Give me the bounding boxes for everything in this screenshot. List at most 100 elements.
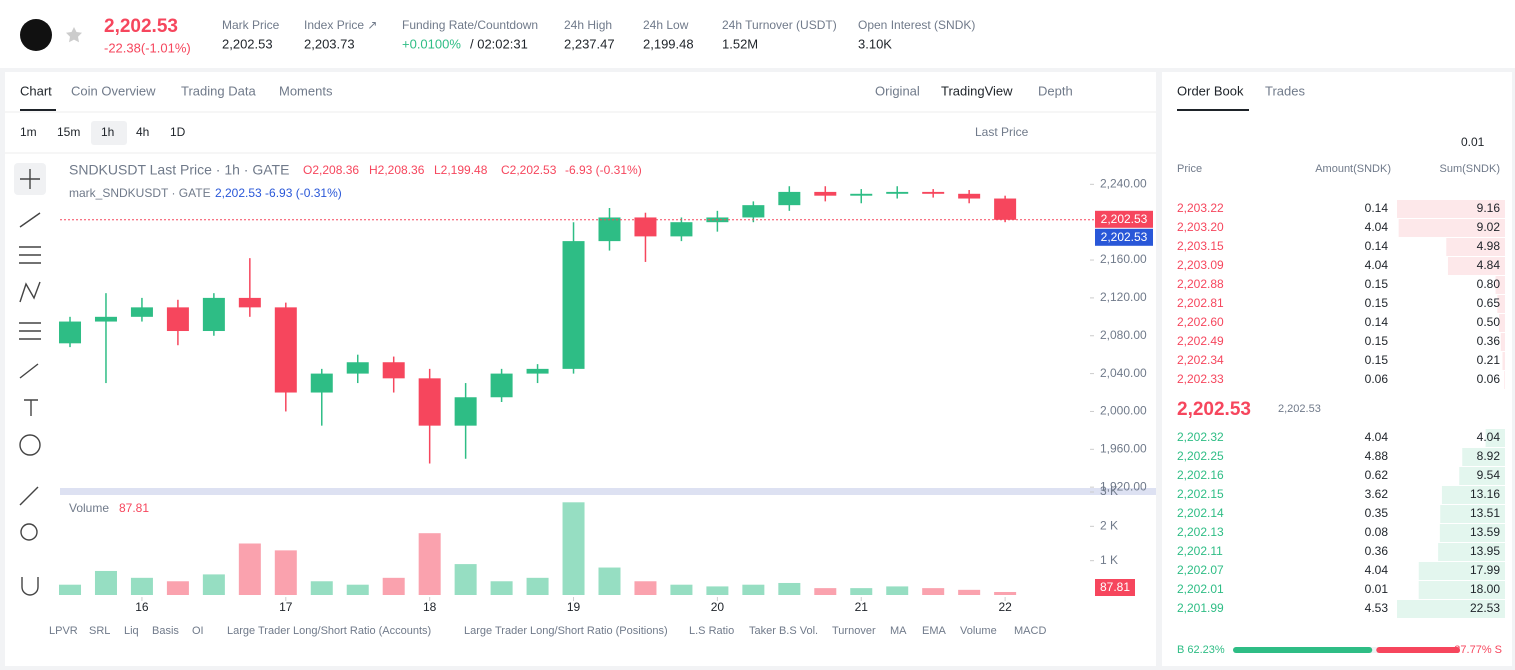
volume-tick-label: 3 K (1100, 484, 1118, 498)
book-amount: 4.04 (1365, 563, 1389, 577)
indicator[interactable]: Turnover (832, 625, 876, 637)
depth-bar (1439, 524, 1505, 542)
y-tick-label: 2,040.00 (1100, 366, 1147, 380)
candle-body (562, 241, 585, 369)
indicator[interactable]: MACD (1014, 625, 1046, 637)
book-sum: 13.95 (1470, 544, 1500, 558)
book-price: 2,202.33 (1177, 372, 1224, 386)
book-sum: 22.53 (1470, 601, 1500, 615)
depth-bar (1462, 448, 1505, 466)
mark-price-tag (1095, 228, 1153, 246)
volume-bar (202, 574, 225, 595)
book-sum: 13.51 (1470, 506, 1500, 520)
volume-bar (382, 577, 405, 595)
favorite[interactable] (66, 27, 82, 43)
col-header: Sum(SNDK) (1439, 163, 1500, 175)
chart-tab[interactable]: Moments (279, 83, 333, 98)
stat-value: +0.0100% (402, 36, 461, 51)
interval[interactable]: 4h (136, 125, 149, 139)
book-amount: 0.06 (1365, 372, 1389, 386)
depth-bar (1418, 562, 1505, 580)
price-type[interactable]: Last Price (975, 125, 1029, 139)
book-amount: 4.04 (1365, 258, 1389, 272)
book-amount: 0.15 (1365, 277, 1389, 291)
volume-tag (1095, 579, 1135, 596)
stat-value: 2,203.73 (304, 36, 355, 51)
tick-size[interactable]: 0.01 (1461, 135, 1485, 149)
interval[interactable]: 1h (101, 125, 114, 139)
chart-tab[interactable]: Trading Data (181, 83, 256, 98)
book-sum: 0.80 (1477, 277, 1501, 291)
volume-bar (418, 533, 441, 595)
book-price: 2,201.99 (1177, 601, 1224, 615)
indicator[interactable]: EMA (922, 625, 947, 637)
book-price: 2,203.20 (1177, 220, 1224, 234)
book-price: 2,202.15 (1177, 487, 1224, 501)
book-amount: 4.53 (1365, 601, 1389, 615)
top-bar (0, 0, 1515, 68)
indicator[interactable]: L.S Ratio (689, 625, 734, 637)
price-change: -22.38(-1.01%) (104, 40, 191, 55)
interval[interactable]: 1m (20, 125, 37, 139)
candle-body (598, 217, 621, 242)
indicator[interactable]: Liq (124, 625, 139, 637)
y-tick-label: 2,080.00 (1100, 328, 1147, 342)
last-price-tag (1095, 210, 1153, 228)
book-amount: 4.04 (1365, 430, 1389, 444)
stat-label: 24h High (564, 18, 612, 32)
volume-bar (994, 591, 1017, 595)
depth-bar (1495, 276, 1505, 294)
candle-body (994, 198, 1017, 220)
depth-bar (1502, 352, 1505, 370)
indicator[interactable]: OI (192, 625, 204, 637)
volume-bar (814, 588, 837, 595)
indicator[interactable]: MA (890, 625, 907, 637)
book-sum: 0.06 (1477, 372, 1501, 386)
depth-bar (1485, 429, 1505, 447)
candle-body (922, 191, 945, 194)
book-amount: 0.14 (1365, 315, 1389, 329)
book-price: 2,202.07 (1177, 563, 1224, 577)
pane-divider (60, 488, 1156, 495)
book-price: 2,202.60 (1177, 315, 1224, 329)
tab-underline (1177, 109, 1249, 111)
volume-bar (958, 589, 981, 595)
book-sum: 4.04 (1477, 430, 1501, 444)
indicator[interactable]: Volume (960, 625, 997, 637)
indicator[interactable]: Taker B.S Vol. (749, 625, 818, 637)
stat-label: Mark Price (222, 18, 280, 32)
candle-body (490, 373, 513, 398)
book-amount: 0.01 (1365, 582, 1389, 596)
book-tab[interactable]: Order Book (1177, 83, 1244, 98)
book-price: 2,202.13 (1177, 525, 1224, 539)
book-sum: 18.00 (1470, 582, 1500, 596)
candle-body (634, 217, 657, 237)
buy-label: B 62.23% (1177, 644, 1225, 656)
depth-bar (1447, 257, 1505, 275)
book-sum: 13.16 (1470, 487, 1500, 501)
chart-tab[interactable]: Coin Overview (71, 83, 156, 98)
indicator[interactable]: SRL (89, 625, 110, 637)
volume-bar (59, 584, 82, 595)
interval[interactable]: 1D (170, 125, 186, 139)
volume-bar (634, 581, 657, 595)
indicator[interactable]: LPVR (49, 625, 78, 637)
x-tick-label: 20 (711, 600, 725, 614)
view-tab[interactable]: Depth (1038, 83, 1073, 98)
indicator[interactable]: Large Trader Long/Short Ratio (Positions… (464, 625, 668, 637)
view-tab[interactable]: TradingView (941, 83, 1013, 98)
stat-label: 24h Low (643, 18, 689, 32)
stat-value: 3.10K (858, 36, 892, 51)
indicator[interactable]: Large Trader Long/Short Ratio (Accounts) (227, 625, 431, 637)
candle-body (94, 316, 117, 322)
indicator[interactable]: Basis (152, 625, 179, 637)
y-tick-label: 2,000.00 (1100, 404, 1147, 418)
interval[interactable]: 15m (57, 125, 80, 139)
view-tab[interactable]: Original (875, 83, 920, 98)
depth-bar (1397, 600, 1505, 618)
book-tab[interactable]: Trades (1265, 83, 1305, 98)
chart-tab[interactable]: Chart (20, 83, 52, 98)
volume-tick-label: 2 K (1100, 519, 1118, 533)
y-tick-label: 2,120.00 (1100, 290, 1147, 304)
